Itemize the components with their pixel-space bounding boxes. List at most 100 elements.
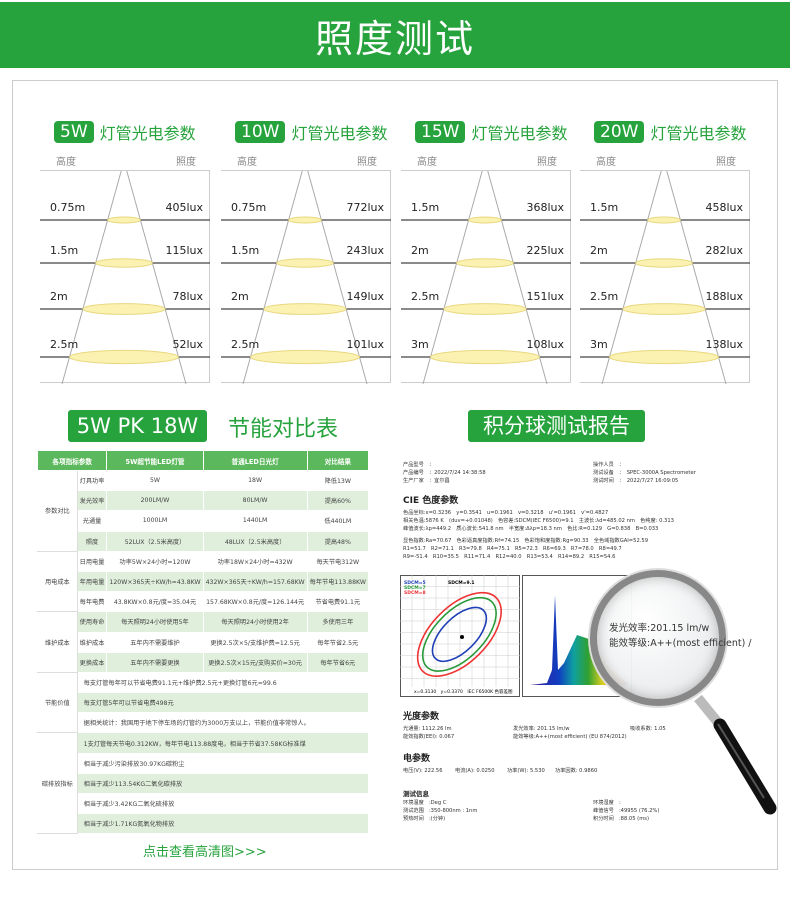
test-line: 预热时间 :(分钟) xyxy=(403,816,446,822)
group-label: 用电成本 xyxy=(37,550,78,613)
voltage: 电压(V): 222.56 xyxy=(403,768,443,774)
table-row: 更换成本 五年内不需要更换 更换2.5次×15元/支购买价=30元 每年节省6元 xyxy=(38,651,370,673)
table-row: 节能价值 每支灯管每年可以节省电费91.1元+维护费2.5元+更换灯管6元=99.… xyxy=(37,671,370,734)
wattage-badge: 15W xyxy=(415,121,466,143)
table-cell: 120W×365天÷KW/h=43.8KW xyxy=(106,570,204,593)
light-spot xyxy=(107,216,141,224)
height-label: 高度 xyxy=(596,157,616,168)
lux-value: 368lux xyxy=(526,201,564,214)
table-cell: 提高60% xyxy=(306,490,370,512)
view-hd-link[interactable]: 点击查看高清图>>> xyxy=(143,845,267,860)
table-cell: 48LUX（2.5米高度） xyxy=(202,530,308,552)
table-cell: 每年节省6元 xyxy=(306,651,370,673)
light-spot xyxy=(609,349,719,365)
light-cone xyxy=(242,171,368,384)
panel-title-text: 灯管光电参数 xyxy=(650,124,747,143)
lux-value: 282lux xyxy=(705,244,743,257)
test-line: 测试范围 :350-800nm : 1nm xyxy=(403,808,478,814)
sdcm-ellipse-8 xyxy=(416,591,502,677)
current: 电流(A): 0.0250 xyxy=(455,768,495,774)
table-row: 每支灯管5年可以节省电费498元 xyxy=(38,692,370,714)
table-cell: 年用电量 xyxy=(76,570,108,593)
ra-line: R9=-51.4 R10=35.5 R11=71.4 R12=40.0 R13=… xyxy=(403,554,616,560)
lux-value: 458lux xyxy=(705,201,743,214)
light-spot xyxy=(276,258,334,268)
content-frame xyxy=(12,80,778,870)
cie-footer: x=0.3130 y=0.3370 IEC F6500K 色容差图 xyxy=(414,688,513,695)
light-spot xyxy=(263,303,347,315)
panel-title-text: 灯管光电参数 xyxy=(99,124,196,143)
table-row: 用电成本 日用电量 功率5W×24小时=120W 功率18W×24小时=432W 每天节… xyxy=(37,550,370,613)
table-row: 光通量 1000LM 1440LM 低440LM xyxy=(38,510,370,532)
table-cell: 18W xyxy=(202,469,308,492)
light-spot xyxy=(69,349,179,365)
height-value: 0.75m xyxy=(231,201,267,214)
light-cone xyxy=(61,171,187,384)
table-cell: 功率18W×24小时=432W xyxy=(202,550,308,572)
table-row: 据相关统计：我国用于地下停车场的灯管约为3000万支以上，节能价值非常惊人。 xyxy=(38,712,370,734)
table-cell: 降低13W xyxy=(306,469,370,492)
energy-class: 能效等级:A++(most efficient) (EU 874/2012) xyxy=(513,734,627,740)
height-value: 2.5m xyxy=(411,290,440,303)
info-line: 测试时间 ： 2022/7/27 16:09:05 xyxy=(593,478,679,484)
table-cell: 相当于减少113.54KG二氧化碳排放 xyxy=(76,772,370,795)
table-cell: 灯具功率 xyxy=(76,469,108,492)
table-cell: 432W×365天÷KW/h=157.68KW xyxy=(202,570,308,593)
info-line: 产品型号 ： xyxy=(403,462,435,468)
light-spot xyxy=(647,216,681,224)
light-cone-box: 0.75m 772lux 1.5m 243lux 2m 149lux 2.5m 101lux xyxy=(221,170,391,384)
table-cell: 每支灯管每年可以节省电费91.1元+维护费2.5元+更换灯管6元=99.6 xyxy=(76,671,370,694)
panel-title-text: 灯管光电参数 xyxy=(471,124,568,143)
table-cell: 多使用三年 xyxy=(306,611,370,633)
height-value: 3m xyxy=(411,338,429,351)
lux-label: 照度 xyxy=(537,157,557,168)
lux-label: 照度 xyxy=(357,157,377,168)
height-label: 高度 xyxy=(417,157,437,168)
height-value: 1.5m xyxy=(231,244,260,257)
eei: 能效指数(EEI): 0.067 xyxy=(403,734,455,740)
lux-value: 108lux xyxy=(526,338,564,351)
table-cell: 节省电费91.1元 xyxy=(306,591,370,613)
panel-title: 5W 灯管光电参数 xyxy=(54,120,196,144)
lux-value: 151lux xyxy=(526,290,564,303)
height-value: 2m xyxy=(411,244,429,257)
lux-value: 188lux xyxy=(705,290,743,303)
table-row: 每年电费 43.8KW×0.8元/度=35.04元 157.68KW×0.8元/度=… xyxy=(38,591,370,613)
table-row: 相当于减少3.42KG二氧化硫排放 xyxy=(38,792,370,815)
table-cell: 43.8KW×0.8元/度=35.04元 xyxy=(106,591,204,613)
cie-title: CIE 色度参数 xyxy=(403,496,459,506)
luminous-efficacy: 发光效率: 201.15 lm/w xyxy=(513,726,570,732)
sdcm-ellipse-7 xyxy=(421,596,497,672)
cie-tolerance-chart: SDCM=5 SDCM=7 SDCM=8 SDCM=9.1 x=0.3130 y… xyxy=(400,575,520,697)
light-spot xyxy=(95,258,153,268)
power-factor: 功率因数: 0.9860 xyxy=(555,768,598,774)
table-cell: 低440LM xyxy=(306,510,370,532)
height-value: 0.75m xyxy=(50,201,86,214)
table-cell: 157.68KW×0.8元/度=126.144元 xyxy=(202,591,308,613)
light-cone-box: 1.5m 368lux 2m 225lux 2.5m 151lux 3m 108lux xyxy=(401,170,571,384)
table-cell: 更换成本 xyxy=(76,651,108,673)
table-header: 普通LED日光灯 xyxy=(202,450,308,471)
table-row: 维护成本 使用寿命 每天照明24小时使用5年 每天照明24小时使用2年 多使用三年 xyxy=(37,611,370,673)
lux-value: 225lux xyxy=(526,244,564,257)
table-row: 相当于减少113.54KG二氧化碳排放 xyxy=(38,772,370,795)
height-label: 高度 xyxy=(237,157,257,168)
test-line: 积分时间 :88.05 (ms) xyxy=(593,816,649,822)
table-cell: 五年内不需要维护 xyxy=(106,631,204,653)
table-cell: 每天照明24小时使用2年 xyxy=(202,611,308,633)
magnifier-lens: 发光效率:201.15 lm/w 能效等级:A++(most efficient… xyxy=(590,570,752,706)
table-cell: 80LM/W xyxy=(202,490,308,512)
height-value: 1.5m xyxy=(411,201,440,214)
height-value: 3m xyxy=(590,338,608,351)
test-title: 测试信息 xyxy=(403,790,429,798)
group-label: 维护成本 xyxy=(37,611,78,673)
table-header: 对比结果 xyxy=(306,450,370,471)
lux-value: 78lux xyxy=(172,290,203,303)
light-spot xyxy=(82,303,166,315)
table-cell: 照度 xyxy=(76,530,108,552)
photo-title: 光度参数 xyxy=(403,712,440,722)
info-line: 生产厂家 ：宜尔昌 xyxy=(403,478,450,484)
group-label: 碳排放指标 xyxy=(37,732,78,835)
legend-sdcm5: SDCM=5 xyxy=(404,580,426,586)
lux-value: 243lux xyxy=(346,244,384,257)
